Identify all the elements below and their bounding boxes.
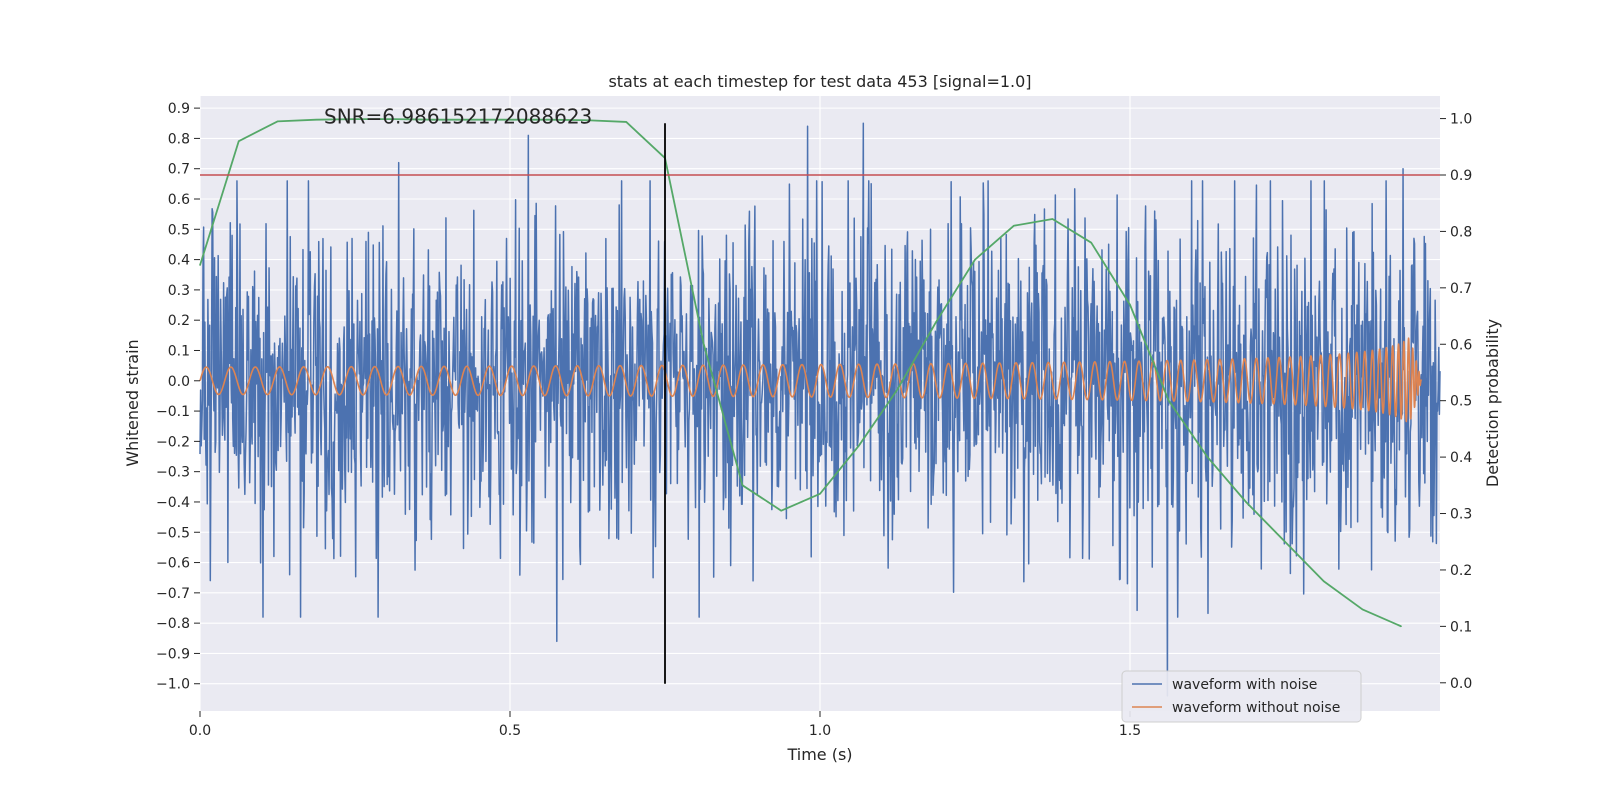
y-tick-label: 0.7 xyxy=(168,162,190,178)
series-detection-probability xyxy=(199,118,1402,628)
probability-point xyxy=(1051,218,1054,220)
probability-point xyxy=(1323,580,1325,582)
x-tick-label: 1.5 xyxy=(1119,723,1141,739)
probability-point xyxy=(1129,304,1131,306)
y2-axis-label: Detection probability xyxy=(1483,319,1502,487)
x-tick-label: 1.0 xyxy=(809,723,831,739)
bottom-axis-ticks: 0.0 0.5 1.0 1.5 xyxy=(189,711,1141,739)
probability-point xyxy=(276,120,279,122)
left-axis-ticks: −1.0 −0.9 −0.8 −0.7 −0.6 −0.5 −0.4 −0.3 −0.2 −0.1… xyxy=(156,101,200,693)
series-waveform-without-noise xyxy=(199,337,1423,423)
legend: waveform with noise waveform without noi… xyxy=(1121,670,1362,723)
y-tick-label: −0.7 xyxy=(156,586,190,602)
y2-tick-label: 0.4 xyxy=(1450,450,1472,466)
probability-point xyxy=(315,119,317,121)
probability-point xyxy=(1284,541,1286,543)
y2-tick-label: 0.6 xyxy=(1450,337,1472,353)
probability-point xyxy=(1361,608,1364,611)
probability-point xyxy=(354,118,356,120)
probability-point xyxy=(548,119,550,121)
probability-point xyxy=(1090,242,1092,244)
y-tick-label: 0.4 xyxy=(168,253,190,269)
probability-point xyxy=(819,493,821,495)
y2-tick-label: 0.0 xyxy=(1450,676,1472,692)
y2-tick-label: 1.0 xyxy=(1450,112,1472,128)
x-tick-label: 0.5 xyxy=(499,723,521,739)
probability-point xyxy=(625,121,627,123)
right-axis-ticks: 0.0 0.1 0.2 0.3 0.4 0.5 0.6 0.7 0.8 0.9 1.0 xyxy=(1440,112,1472,692)
y2-tick-label: 0.5 xyxy=(1450,394,1472,410)
probability-point xyxy=(896,388,899,390)
series-waveform-with-noise xyxy=(199,122,1441,697)
overlays xyxy=(200,123,1440,684)
waveform-without-noise-line xyxy=(199,337,1423,423)
y-tick-label: −0.1 xyxy=(156,404,190,420)
probability-point xyxy=(1400,625,1402,627)
probability-point xyxy=(780,510,782,512)
probability-point xyxy=(199,264,201,266)
y-tick-label: 0.2 xyxy=(168,313,190,329)
probability-point xyxy=(431,119,434,121)
probability-point xyxy=(393,118,395,120)
y-tick-label: 0.8 xyxy=(168,131,190,147)
y-tick-label: 0.5 xyxy=(168,222,190,238)
y-tick-label: −0.8 xyxy=(156,616,190,632)
probability-point xyxy=(1013,225,1015,227)
y-tick-label: −0.4 xyxy=(156,495,190,511)
y2-tick-label: 0.9 xyxy=(1450,168,1472,184)
y-tick-label: 0.1 xyxy=(168,343,190,359)
probability-point xyxy=(1245,501,1247,503)
y-tick-label: 0.6 xyxy=(168,192,190,208)
y2-tick-label: 0.2 xyxy=(1450,563,1472,579)
y-tick-label: −0.6 xyxy=(156,556,190,572)
y-tick-label: 0.0 xyxy=(168,374,190,390)
snr-annotation: SNR=6.986152172088623 xyxy=(324,104,592,128)
chart-title: stats at each timestep for test data 453… xyxy=(608,72,1031,91)
y-tick-label: −0.2 xyxy=(156,434,190,450)
legend-label-noisy: waveform with noise xyxy=(1172,677,1317,693)
y-axis-label: Whitened strain xyxy=(123,339,142,466)
waveform-with-noise-line xyxy=(199,122,1441,697)
y-tick-label: −0.9 xyxy=(156,646,190,662)
y-tick-label: 0.3 xyxy=(168,283,190,299)
probability-point xyxy=(470,119,472,121)
probability-point xyxy=(1168,400,1170,402)
y2-tick-label: 0.8 xyxy=(1450,224,1472,240)
probability-point xyxy=(703,343,705,345)
probability-point xyxy=(974,259,976,261)
detection-probability-line xyxy=(199,118,1402,628)
probability-point xyxy=(238,140,240,142)
x-tick-label: 0.0 xyxy=(189,723,211,739)
probability-point xyxy=(858,445,860,447)
y-tick-label: −0.5 xyxy=(156,525,190,541)
probability-point xyxy=(741,484,744,486)
y2-tick-label: 0.1 xyxy=(1450,619,1472,635)
y2-tick-label: 0.7 xyxy=(1450,281,1472,297)
probability-point xyxy=(586,119,589,121)
probability-point xyxy=(1206,456,1209,458)
legend-box xyxy=(1121,670,1362,723)
probability-point xyxy=(509,119,511,121)
y2-tick-label: 0.3 xyxy=(1450,507,1472,523)
x-axis-label: Time (s) xyxy=(786,745,852,764)
legend-label-clean: waveform without noise xyxy=(1172,700,1340,716)
probability-point xyxy=(935,321,937,323)
y-tick-label: −1.0 xyxy=(156,677,190,693)
y-tick-label: 0.9 xyxy=(168,101,190,117)
y-tick-label: −0.3 xyxy=(156,465,190,481)
